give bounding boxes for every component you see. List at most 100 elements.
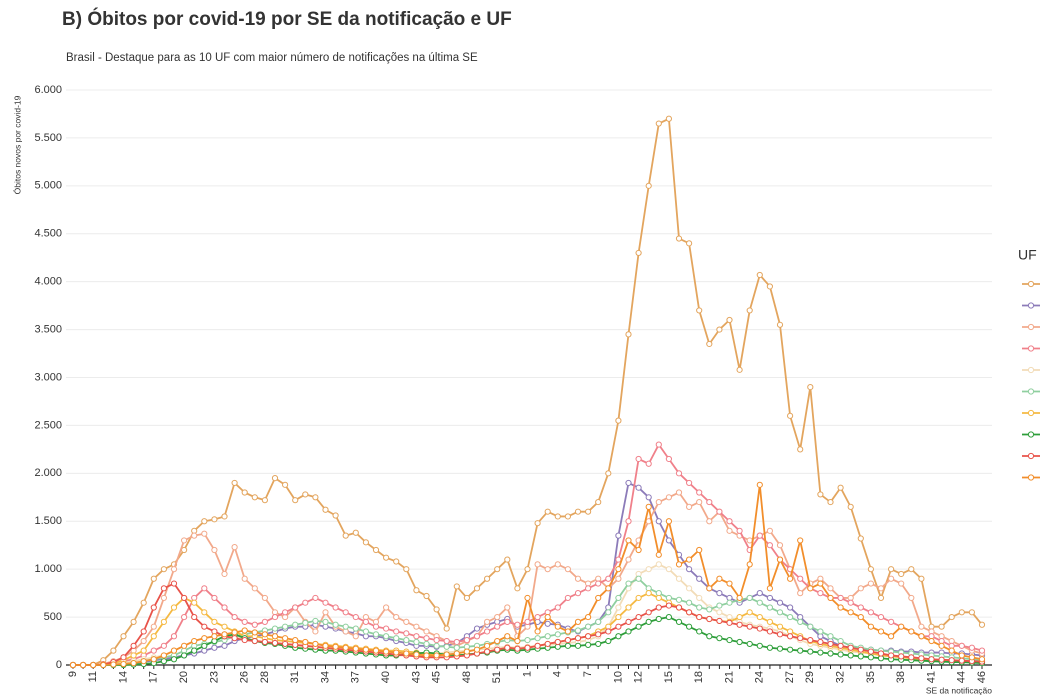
data-point	[635, 594, 642, 602]
data-point	[696, 604, 703, 611]
data-point	[595, 618, 602, 625]
data-point	[827, 585, 834, 592]
data-point	[615, 566, 622, 573]
series-line	[73, 117, 983, 666]
data-point	[877, 585, 885, 592]
data-point	[665, 602, 673, 609]
data-point	[211, 546, 218, 554]
data-point	[534, 561, 541, 568]
data-point	[958, 657, 965, 664]
data-point	[877, 613, 885, 621]
data-point	[655, 551, 662, 558]
data-point	[433, 606, 440, 613]
data-point	[595, 631, 602, 638]
data-point	[181, 652, 188, 659]
data-point	[787, 613, 794, 621]
data-point	[888, 633, 895, 640]
data-point	[170, 656, 178, 663]
data-point	[181, 613, 188, 621]
data-point	[534, 635, 541, 642]
data-point	[524, 594, 531, 602]
data-point	[706, 498, 713, 506]
legend-marker	[1027, 452, 1035, 460]
data-point	[403, 636, 410, 644]
y-tick-label: 4.000	[34, 276, 62, 288]
data-point	[655, 604, 662, 611]
data-point	[484, 648, 491, 655]
data-point	[160, 658, 167, 665]
data-point	[181, 537, 188, 544]
data-point	[463, 594, 470, 602]
data-point	[473, 625, 481, 632]
data-point	[797, 618, 804, 625]
data-point	[595, 594, 602, 602]
data-point	[585, 585, 592, 592]
data-point	[191, 599, 198, 606]
data-point	[554, 513, 561, 520]
data-point	[473, 633, 481, 640]
data-point	[948, 647, 955, 654]
data-point	[837, 642, 844, 649]
data-point	[675, 618, 683, 625]
chart-title: B) Óbitos por covid-19 por SE da notific…	[62, 8, 512, 30]
data-point	[665, 537, 673, 544]
data-point	[383, 648, 390, 655]
data-point	[292, 621, 299, 628]
x-tick-label: 46	[976, 671, 988, 683]
data-point	[585, 623, 592, 630]
data-point	[443, 625, 450, 632]
data-point	[413, 633, 420, 640]
data-point	[776, 631, 784, 638]
data-point	[554, 561, 561, 568]
data-point	[332, 512, 339, 519]
data-point	[605, 637, 612, 645]
data-point	[271, 475, 279, 482]
legend-marker	[1027, 474, 1035, 481]
data-point	[756, 481, 763, 488]
data-point	[877, 650, 885, 657]
data-point	[150, 604, 157, 611]
x-tick-label: 4	[552, 671, 564, 677]
data-point	[140, 658, 147, 665]
data-point	[655, 441, 662, 448]
data-point	[645, 460, 652, 467]
data-point	[564, 636, 572, 644]
data-point	[312, 594, 319, 602]
data-point	[867, 654, 875, 661]
data-point	[322, 618, 329, 625]
data-point	[372, 623, 380, 630]
data-point	[423, 635, 430, 642]
data-point	[554, 604, 561, 611]
data-point	[716, 326, 723, 333]
data-point	[675, 235, 683, 242]
data-point	[827, 594, 834, 602]
data-point	[847, 503, 854, 510]
data-point	[958, 642, 965, 649]
data-point	[938, 623, 945, 630]
data-point	[463, 648, 470, 655]
data-point	[615, 417, 622, 424]
data-point	[787, 604, 794, 611]
data-point	[696, 546, 703, 554]
data-point	[615, 604, 622, 611]
data-point	[696, 613, 703, 621]
data-point	[383, 625, 390, 632]
data-point	[807, 636, 814, 644]
data-point	[665, 455, 673, 463]
data-point	[726, 527, 733, 534]
data-point	[170, 633, 178, 640]
data-point	[665, 518, 673, 525]
data-point	[342, 609, 349, 616]
data-point	[756, 613, 763, 621]
data-point	[140, 599, 147, 606]
data-point	[857, 653, 864, 660]
data-point	[231, 544, 238, 551]
data-point	[574, 618, 582, 625]
data-point	[574, 635, 582, 642]
data-point	[918, 623, 925, 630]
x-tick-label: 29	[804, 671, 816, 683]
data-point	[393, 558, 400, 565]
data-point	[574, 642, 582, 649]
data-point	[867, 648, 875, 655]
